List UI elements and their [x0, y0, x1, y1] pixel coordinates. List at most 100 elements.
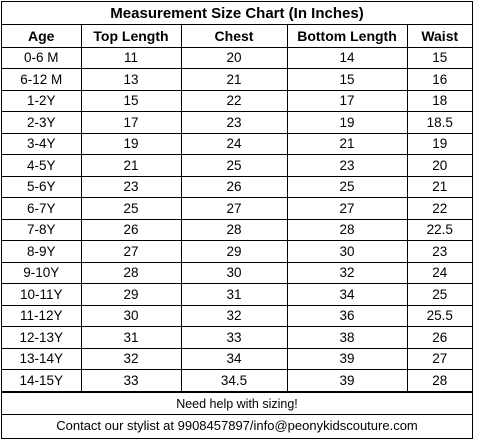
cell-top-length: 26	[80, 218, 182, 241]
cell-waist: 21	[406, 175, 472, 198]
table-row: 13-14Y 32 34 39 27	[2, 347, 472, 370]
table-row: 8-9Y 27 29 30 23	[2, 240, 472, 263]
cell-waist: 25	[406, 283, 472, 306]
cell-chest: 22	[180, 89, 288, 112]
cell-bottom-length: 14	[286, 46, 408, 69]
cell-chest: 32	[180, 304, 288, 327]
cell-top-length: 28	[80, 261, 182, 284]
cell-bottom-length: 28	[286, 218, 408, 241]
cell-top-length: 27	[80, 240, 182, 263]
cell-chest: 33	[180, 326, 288, 349]
cell-chest: 26	[180, 175, 288, 198]
cell-bottom-length: 36	[286, 304, 408, 327]
cell-chest: 28	[180, 218, 288, 241]
cell-waist: 28	[406, 369, 472, 392]
cell-age: 11-12Y	[2, 304, 82, 327]
cell-age: 14-15Y	[2, 369, 82, 392]
cell-age: 9-10Y	[2, 261, 82, 284]
sizing-help-text: Need help with sizing!	[2, 391, 472, 414]
size-chart: Measurement Size Chart (In Inches) Age T…	[1, 1, 473, 439]
table-row: 3-4Y 19 24 21 19	[2, 132, 472, 155]
cell-age: 5-6Y	[2, 175, 82, 198]
cell-waist: 25.5	[406, 304, 472, 327]
cell-age: 0-6 M	[2, 46, 82, 69]
cell-age: 4-5Y	[2, 154, 82, 177]
cell-waist: 19	[406, 132, 472, 155]
cell-top-length: 30	[80, 304, 182, 327]
table-row: 7-8Y 26 28 28 22.5	[2, 218, 472, 241]
cell-bottom-length: 23	[286, 154, 408, 177]
cell-chest: 25	[180, 154, 288, 177]
cell-waist: 27	[406, 347, 472, 370]
cell-age: 2-3Y	[2, 111, 82, 134]
cell-waist: 22	[406, 197, 472, 220]
cell-top-length: 13	[80, 68, 182, 91]
chart-title: Measurement Size Chart (In Inches)	[2, 2, 472, 25]
table-row: 6-12 M 13 21 15 16	[2, 68, 472, 91]
cell-chest: 29	[180, 240, 288, 263]
table-row: 2-3Y 17 23 19 18.5	[2, 111, 472, 134]
cell-bottom-length: 15	[286, 68, 408, 91]
table-row: 5-6Y 23 26 25 21	[2, 175, 472, 198]
table-row: 12-13Y 31 33 38 26	[2, 326, 472, 349]
cell-chest: 34	[180, 347, 288, 370]
cell-waist: 22.5	[406, 218, 472, 241]
cell-age: 3-4Y	[2, 132, 82, 155]
cell-waist: 24	[406, 261, 472, 284]
cell-bottom-length: 32	[286, 261, 408, 284]
cell-age: 6-7Y	[2, 197, 82, 220]
column-header-chest: Chest	[180, 25, 288, 48]
cell-top-length: 11	[80, 46, 182, 69]
table-header-row: Age Top Length Chest Bottom Length Waist	[2, 25, 472, 48]
cell-bottom-length: 19	[286, 111, 408, 134]
cell-top-length: 31	[80, 326, 182, 349]
contact-line: Contact our stylist at 9908457897/info@p…	[2, 413, 472, 436]
table-row: 1-2Y 15 22 17 18	[2, 89, 472, 112]
cell-age: 6-12 M	[2, 68, 82, 91]
cell-waist: 18	[406, 89, 472, 112]
cell-chest: 34.5	[180, 369, 288, 392]
cell-top-length: 33	[80, 369, 182, 392]
cell-chest: 20	[180, 46, 288, 69]
column-header-top-length: Top Length	[80, 25, 182, 48]
cell-waist: 26	[406, 326, 472, 349]
table-row: 9-10Y 28 30 32 24	[2, 261, 472, 284]
cell-chest: 27	[180, 197, 288, 220]
cell-age: 1-2Y	[2, 89, 82, 112]
cell-bottom-length: 30	[286, 240, 408, 263]
table-row: 10-11Y 29 31 34 25	[2, 283, 472, 306]
column-header-bottom-length: Bottom Length	[286, 25, 408, 48]
cell-bottom-length: 39	[286, 369, 408, 392]
cell-waist: 16	[406, 68, 472, 91]
cell-age: 10-11Y	[2, 283, 82, 306]
cell-bottom-length: 21	[286, 132, 408, 155]
cell-top-length: 29	[80, 283, 182, 306]
cell-waist: 20	[406, 154, 472, 177]
cell-bottom-length: 34	[286, 283, 408, 306]
cell-bottom-length: 17	[286, 89, 408, 112]
cell-age: 13-14Y	[2, 347, 82, 370]
cell-age: 7-8Y	[2, 218, 82, 241]
table-row: 0-6 M 11 20 14 15	[2, 46, 472, 69]
cell-chest: 21	[180, 68, 288, 91]
column-header-age: Age	[2, 25, 82, 48]
size-table: Age Top Length Chest Bottom Length Waist…	[2, 25, 472, 392]
cell-waist: 23	[406, 240, 472, 263]
cell-top-length: 25	[80, 197, 182, 220]
cell-top-length: 17	[80, 111, 182, 134]
table-row: 11-12Y 30 32 36 25.5	[2, 304, 472, 327]
column-header-waist: Waist	[406, 25, 472, 48]
cell-age: 12-13Y	[2, 326, 82, 349]
cell-chest: 30	[180, 261, 288, 284]
cell-chest: 24	[180, 132, 288, 155]
table-row: 6-7Y 25 27 27 22	[2, 197, 472, 220]
cell-top-length: 21	[80, 154, 182, 177]
cell-top-length: 19	[80, 132, 182, 155]
cell-bottom-length: 25	[286, 175, 408, 198]
table-row: 14-15Y 33 34.5 39 28	[2, 369, 472, 392]
cell-waist: 15	[406, 46, 472, 69]
cell-top-length: 15	[80, 89, 182, 112]
cell-top-length: 32	[80, 347, 182, 370]
cell-waist: 18.5	[406, 111, 472, 134]
cell-bottom-length: 38	[286, 326, 408, 349]
